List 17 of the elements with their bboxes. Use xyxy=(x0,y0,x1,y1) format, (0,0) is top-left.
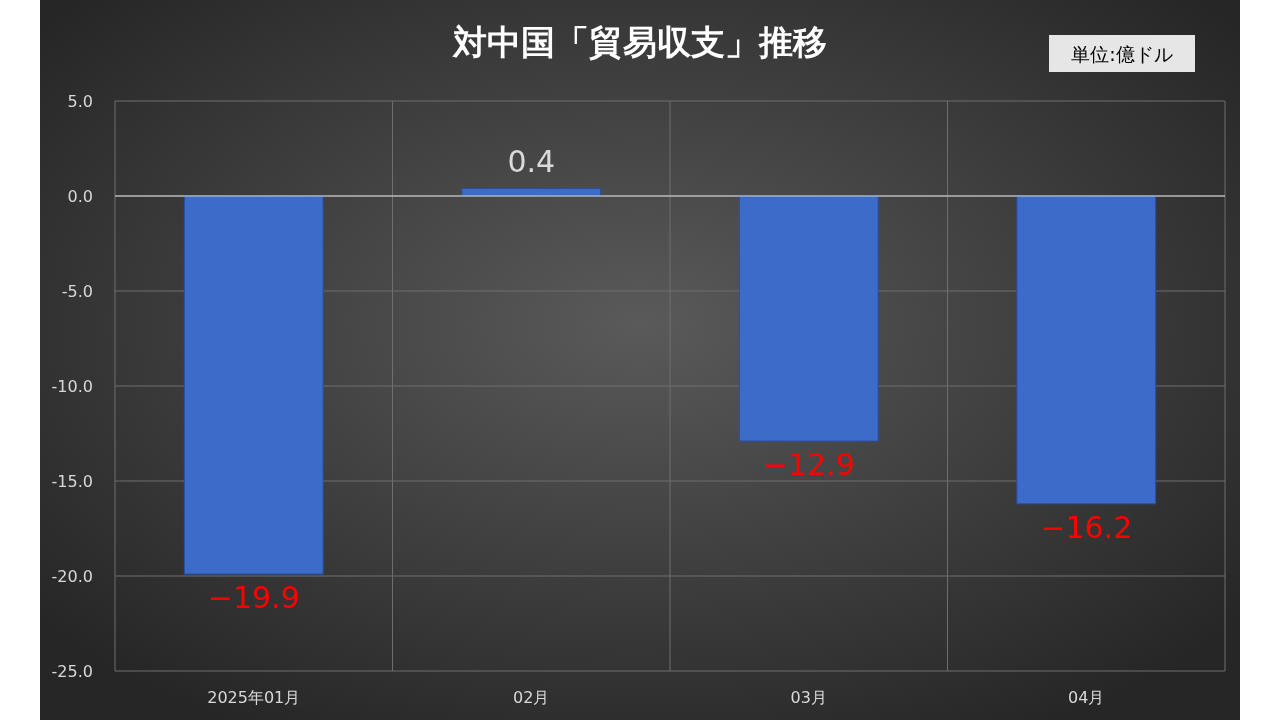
y-tick-label: -20.0 xyxy=(51,566,93,586)
data-label: −16.2 xyxy=(1040,509,1133,545)
x-tick-label: 02月 xyxy=(513,687,550,707)
y-tick-label: 0.0 xyxy=(67,186,93,206)
data-label: −19.9 xyxy=(207,580,300,616)
chart-title: 対中国「貿易収支」推移 xyxy=(452,22,827,62)
x-tick-label: 03月 xyxy=(790,687,827,707)
x-tick-label: 04月 xyxy=(1068,687,1105,707)
data-label: −12.9 xyxy=(762,447,855,483)
y-tick-label: -5.0 xyxy=(61,281,93,301)
y-tick-label: 5.0 xyxy=(67,91,93,111)
y-tick-label: -25.0 xyxy=(51,661,93,681)
text: 単位:億ドル xyxy=(1071,42,1173,65)
x-tick-label: 2025年01月 xyxy=(207,687,301,707)
data-label: 0.4 xyxy=(507,144,556,180)
y-tick-label: -10.0 xyxy=(51,376,93,396)
y-tick-label: -15.0 xyxy=(51,471,93,491)
